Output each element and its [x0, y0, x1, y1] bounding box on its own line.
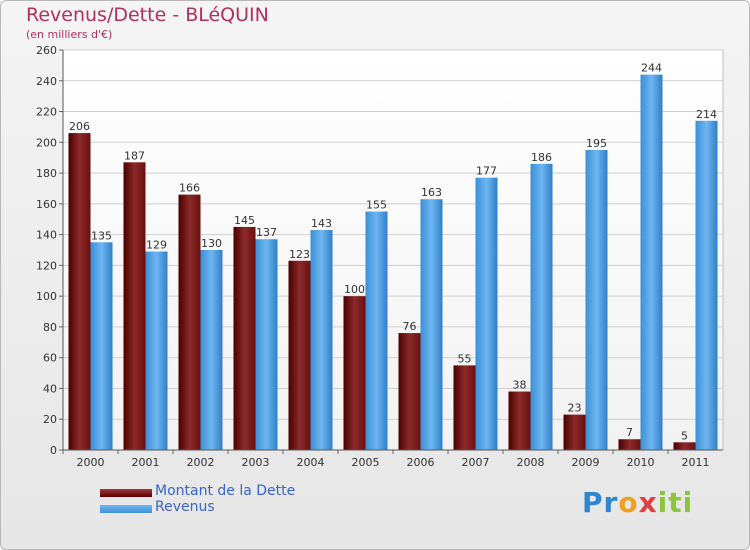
y-tick-label: 40	[43, 382, 57, 395]
data-label: 163	[421, 186, 442, 199]
bar-dette-2002	[178, 194, 201, 450]
bar-dette-2008	[508, 391, 531, 450]
bar-revenus-2005	[365, 211, 388, 450]
data-label: 166	[179, 182, 200, 195]
bar-dette-2004	[288, 260, 311, 450]
x-tick-label: 2010	[627, 456, 655, 469]
legend-label-revenus: Revenus	[155, 499, 215, 515]
data-label: 76	[403, 320, 417, 333]
data-label: 5	[681, 429, 688, 442]
data-label: 214	[696, 108, 717, 121]
y-tick-label: 120	[36, 259, 57, 272]
bar-dette-2006	[398, 333, 421, 450]
bar-dette-2005	[343, 296, 366, 450]
data-label: 145	[234, 214, 255, 227]
x-tick-label: 2008	[517, 456, 545, 469]
data-label: 23	[568, 402, 582, 415]
bar-dette-2003	[233, 226, 256, 450]
bar-revenus-2007	[475, 177, 498, 450]
data-label: 130	[201, 237, 222, 250]
bar-dette-2010	[618, 439, 641, 450]
bar-revenus-2011	[695, 120, 718, 451]
bar-revenus-2006	[420, 199, 443, 450]
y-tick-label: 80	[43, 321, 57, 334]
x-tick-label: 2004	[297, 456, 325, 469]
legend-swatch-dette	[100, 489, 152, 497]
bar-revenus-2004	[310, 230, 333, 450]
bar-revenus-2009	[585, 150, 608, 450]
data-label: 206	[69, 120, 90, 133]
x-tick-label: 2003	[242, 456, 270, 469]
axes: 0 20 40 60 80 100 120 140 160 180 200 220 240 260 2000…	[36, 44, 723, 469]
bar-revenus-2003	[255, 239, 278, 450]
data-label: 55	[458, 352, 472, 365]
data-label: 187	[124, 149, 145, 162]
y-tick-label: 240	[36, 75, 57, 88]
bar-revenus-2010	[640, 74, 663, 450]
bar-dette-2001	[123, 162, 146, 451]
data-label: 155	[366, 199, 387, 212]
data-label: 177	[476, 165, 497, 178]
legend-label-dette: Montant de la Dette	[155, 483, 296, 499]
bar-revenus-2001	[145, 251, 168, 450]
y-tick-label: 60	[43, 352, 57, 365]
x-tick-label: 2005	[352, 456, 380, 469]
data-label: 186	[531, 151, 552, 164]
data-label: 244	[641, 62, 662, 75]
y-tick-label: 20	[43, 413, 57, 426]
data-label: 135	[91, 229, 112, 242]
data-label: 129	[146, 239, 167, 252]
chart-subtitle: (en milliers d'€)	[26, 28, 113, 41]
bars	[68, 74, 718, 451]
x-tick-label: 2006	[407, 456, 435, 469]
x-tick-label: 2011	[682, 456, 710, 469]
bar-dette-2009	[563, 414, 586, 450]
y-tick-label: 160	[36, 198, 57, 211]
proxiti-logo: Proxiti	[582, 486, 694, 519]
legend-swatch-revenus	[100, 505, 152, 513]
y-tick-label: 220	[36, 106, 57, 119]
y-tick-label: 260	[36, 44, 57, 57]
y-tick-label: 140	[36, 229, 57, 242]
bar-dette-2007	[453, 365, 476, 450]
data-label: 7	[626, 426, 633, 439]
chart-title: Revenus/Dette - BLéQUIN	[26, 4, 269, 26]
x-tick-label: 2007	[462, 456, 490, 469]
x-tick-label: 2002	[187, 456, 215, 469]
bar-dette-2011	[673, 442, 696, 450]
bar-revenus-2008	[530, 163, 553, 450]
x-tick-label: 2000	[77, 456, 105, 469]
bar-revenus-2000	[90, 242, 113, 450]
data-label: 123	[289, 248, 310, 261]
x-tick-label: 2009	[572, 456, 600, 469]
y-tick-label: 200	[36, 136, 57, 149]
data-label: 137	[256, 226, 277, 239]
data-label: 195	[586, 137, 607, 150]
x-tick-label: 2001	[132, 456, 160, 469]
data-label: 143	[311, 217, 332, 230]
y-tick-label: 180	[36, 167, 57, 180]
plot-area	[62, 49, 724, 451]
bar-revenus-2002	[200, 250, 223, 450]
data-label: 38	[513, 379, 527, 392]
data-label: 100	[344, 283, 365, 296]
bar-dette-2000	[68, 133, 91, 451]
y-tick-label: 0	[50, 444, 57, 457]
y-tick-label: 100	[36, 290, 57, 303]
